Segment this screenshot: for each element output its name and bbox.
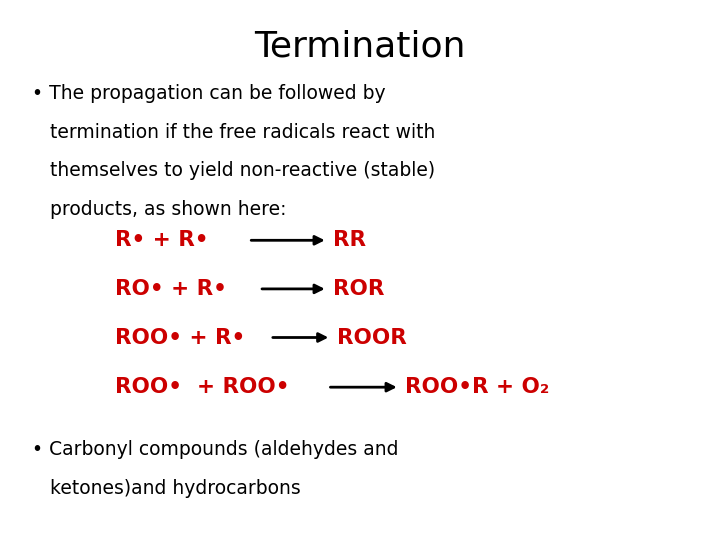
Text: RR: RR	[333, 230, 366, 251]
Text: RO• + R•: RO• + R•	[115, 279, 227, 299]
Text: termination if the free radicals react with: termination if the free radicals react w…	[32, 123, 436, 141]
Text: ROR: ROR	[333, 279, 384, 299]
Text: R• + R•: R• + R•	[115, 230, 209, 251]
Text: themselves to yield non-reactive (stable): themselves to yield non-reactive (stable…	[32, 161, 436, 180]
Text: ROOR: ROOR	[337, 327, 407, 348]
Text: ROO• + R•: ROO• + R•	[115, 327, 253, 348]
Text: ROO•R + O₂: ROO•R + O₂	[405, 377, 550, 397]
Text: • Carbonyl compounds (aldehydes and: • Carbonyl compounds (aldehydes and	[32, 440, 399, 459]
Text: ketones)and hydrocarbons: ketones)and hydrocarbons	[32, 479, 301, 498]
Text: • The propagation can be followed by: • The propagation can be followed by	[32, 84, 386, 103]
Text: products, as shown here:: products, as shown here:	[32, 200, 287, 219]
Text: Termination: Termination	[254, 30, 466, 64]
Text: ROO•  + ROO•: ROO• + ROO•	[115, 377, 289, 397]
